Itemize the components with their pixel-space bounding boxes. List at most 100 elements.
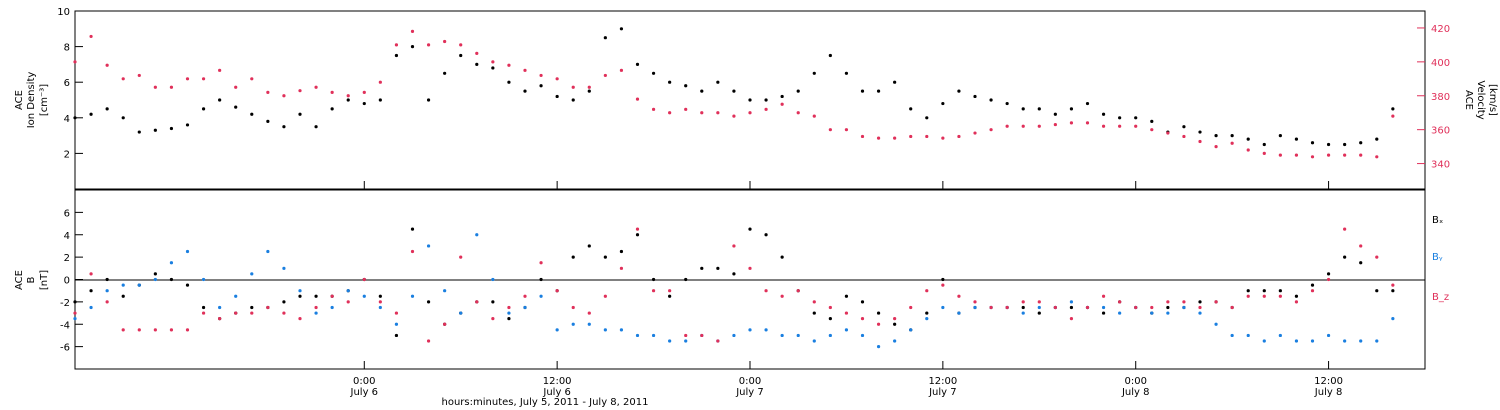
- density-point: [1134, 116, 1138, 120]
- by-point: [1326, 333, 1331, 338]
- bx-point: [73, 300, 77, 304]
- velocity-point: [475, 51, 479, 55]
- by-point: [668, 339, 672, 343]
- by-point: [378, 305, 382, 310]
- density-ylabel-line1: ACE: [14, 90, 25, 110]
- bz-point: [860, 317, 865, 321]
- bz-point: [153, 328, 157, 332]
- x-tick-date-label: July 7: [928, 387, 957, 398]
- by-point: [443, 289, 447, 293]
- density-point: [185, 123, 190, 127]
- x-tick-time-label: 0:00: [739, 376, 761, 387]
- density-point: [362, 101, 366, 106]
- bx-point: [539, 277, 543, 282]
- density-point: [250, 112, 254, 116]
- bz-point: [314, 305, 318, 310]
- bz-point: [362, 277, 366, 282]
- bz-point: [748, 266, 752, 270]
- bx-point: [201, 305, 206, 310]
- bz-point: [651, 289, 656, 293]
- by-point: [282, 266, 286, 270]
- velocity-point: [909, 134, 913, 139]
- density-point: [234, 105, 238, 109]
- velocity-point: [941, 136, 945, 140]
- density-point: [1005, 101, 1009, 106]
- bz-point: [426, 339, 431, 343]
- density-ytick-label: 10: [57, 7, 70, 18]
- bx-point: [185, 283, 190, 287]
- bz-point: [185, 328, 190, 332]
- by-point: [105, 289, 109, 293]
- bz-point: [1069, 317, 1074, 321]
- by-point: [651, 333, 656, 338]
- bz-point: [298, 317, 302, 321]
- x-axis-title: hours:minutes, July 5, 2011 - July 8, 20…: [442, 397, 649, 408]
- bz-point: [668, 289, 672, 293]
- velocity-point: [893, 136, 897, 140]
- by-point: [426, 244, 431, 248]
- bx-point: [426, 300, 431, 304]
- by-point: [314, 311, 318, 315]
- density-ylabel-line3: [cm⁻³]: [39, 84, 50, 116]
- by-point: [828, 333, 832, 338]
- bx-point: [1101, 311, 1106, 315]
- bx-point: [1343, 255, 1347, 259]
- bx-point: [571, 255, 575, 259]
- density-point: [218, 98, 222, 102]
- velocity-point: [1101, 124, 1106, 128]
- density-point: [651, 71, 656, 75]
- velocity-point: [362, 90, 366, 94]
- density-point: [121, 116, 125, 120]
- velocity-point: [957, 134, 961, 139]
- bz-point: [796, 289, 800, 293]
- velocity-point: [828, 128, 832, 132]
- bz-point: [1134, 305, 1138, 310]
- bz-point: [764, 289, 768, 293]
- bx-point: [298, 294, 302, 298]
- density-point: [876, 89, 881, 93]
- density-point: [1343, 142, 1347, 147]
- velocity-point: [234, 85, 238, 89]
- by-point: [1198, 311, 1202, 315]
- x-tick-date-label: July 8: [1121, 387, 1150, 398]
- bx-point: [1375, 289, 1379, 293]
- bz-point: [684, 333, 688, 338]
- bz-point: [1150, 305, 1154, 310]
- velocity-ytick-label: 400: [1431, 58, 1450, 69]
- bz-point: [1391, 283, 1395, 287]
- bz-point: [1118, 300, 1122, 304]
- by-point: [1310, 339, 1315, 343]
- velocity-point: [459, 43, 463, 47]
- bx-point: [491, 300, 495, 304]
- density-point: [844, 71, 849, 75]
- by-point: [684, 339, 688, 343]
- bz-point: [1230, 305, 1234, 310]
- velocity-point: [1214, 145, 1218, 149]
- density-point: [1214, 134, 1218, 138]
- bz-point: [876, 322, 881, 326]
- density-point: [1262, 142, 1266, 147]
- density-point: [459, 53, 463, 58]
- by-point: [298, 289, 302, 293]
- by-point: [1343, 339, 1347, 343]
- velocity-point: [298, 89, 302, 93]
- bx-point: [651, 277, 656, 282]
- bz-point: [1262, 294, 1266, 298]
- density-ytick-label: 2: [64, 149, 70, 160]
- bx-point: [89, 289, 93, 293]
- density-point: [925, 116, 929, 120]
- velocity-point: [491, 60, 495, 64]
- by-point: [346, 289, 350, 293]
- by-point: [1391, 317, 1395, 321]
- density-ytick-label: 8: [64, 43, 70, 54]
- bfield-ytick-label: 6: [64, 208, 70, 219]
- bz-point: [571, 305, 575, 310]
- density-point: [860, 89, 865, 93]
- x-tick-time-label: 12:00: [928, 376, 957, 387]
- by-point: [266, 249, 270, 254]
- velocity-point: [1182, 134, 1186, 139]
- bz-point: [73, 311, 77, 315]
- velocity-point: [1391, 114, 1395, 118]
- velocity-ytick-label: 380: [1431, 92, 1450, 103]
- bz-point: [491, 317, 495, 321]
